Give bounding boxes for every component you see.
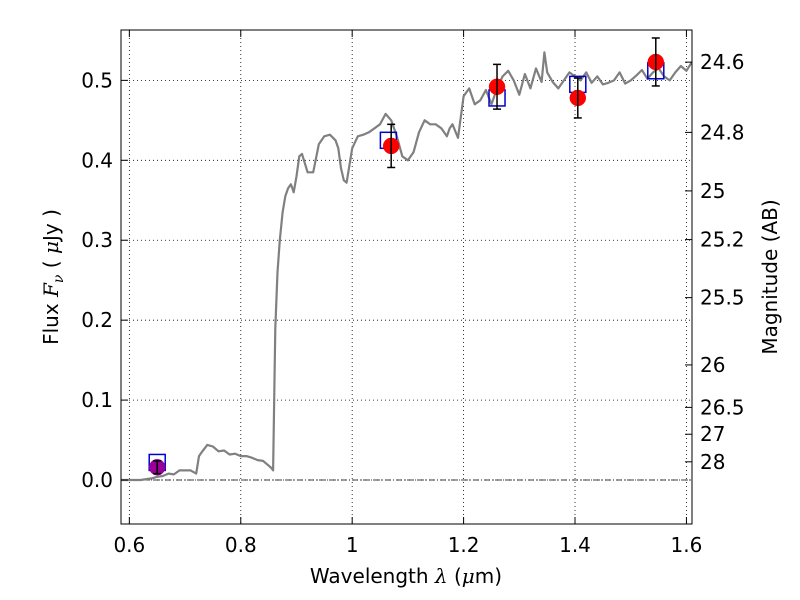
magnitude-tick-label: 27 <box>700 422 725 446</box>
plot-area <box>121 30 692 524</box>
x-tick-label: 1 <box>346 533 359 557</box>
magnitude-axis-title: Magnitude (AB) <box>758 199 782 354</box>
x-tick-label: 1.4 <box>559 533 591 557</box>
y-tick-label: 0.5 <box>81 68 113 92</box>
x-axis-title: Wavelength λ (μm) <box>310 564 502 588</box>
y-tick-label: 0.3 <box>81 228 113 252</box>
y-tick-label: 0.2 <box>81 308 113 332</box>
y-axis-title: Flux Fν ( μJy ) <box>39 209 67 345</box>
spectrum-line <box>121 51 692 482</box>
magnitude-tick-label: 24.8 <box>700 120 745 144</box>
magnitude-tick-label: 26.5 <box>700 395 745 419</box>
magnitude-tick-label: 25.5 <box>700 286 745 310</box>
x-tick-label: 1.2 <box>448 533 480 557</box>
plot-frame <box>120 29 693 525</box>
y-tick-label: 0.1 <box>81 388 113 412</box>
magnitude-tick-label: 28 <box>700 450 725 474</box>
magnitude-tick-label: 24.6 <box>700 50 745 74</box>
x-tick-label: 0.6 <box>113 533 145 557</box>
y-tick-label: 0.4 <box>81 148 113 172</box>
magnitude-tick-label: 26 <box>700 353 725 377</box>
y-ticks: 0.0 0.1 0.2 0.3 0.4 0.5 <box>81 68 128 492</box>
x-ticks: 0.6 0.8 1 1.2 1.4 1.6 <box>113 30 702 557</box>
x-tick-label: 0.8 <box>225 533 257 557</box>
marker-group <box>148 37 665 476</box>
magnitude-tick-label: 25 <box>700 179 725 203</box>
magnitude-tick-label: 25.2 <box>700 228 745 252</box>
series-group <box>121 51 692 482</box>
x-tick-label: 1.6 <box>671 533 703 557</box>
y-tick-label: 0.0 <box>81 468 113 492</box>
magnitude-ticks: 24.6 24.8 25 25.2 25.5 26 26.5 27 28 <box>685 50 745 474</box>
